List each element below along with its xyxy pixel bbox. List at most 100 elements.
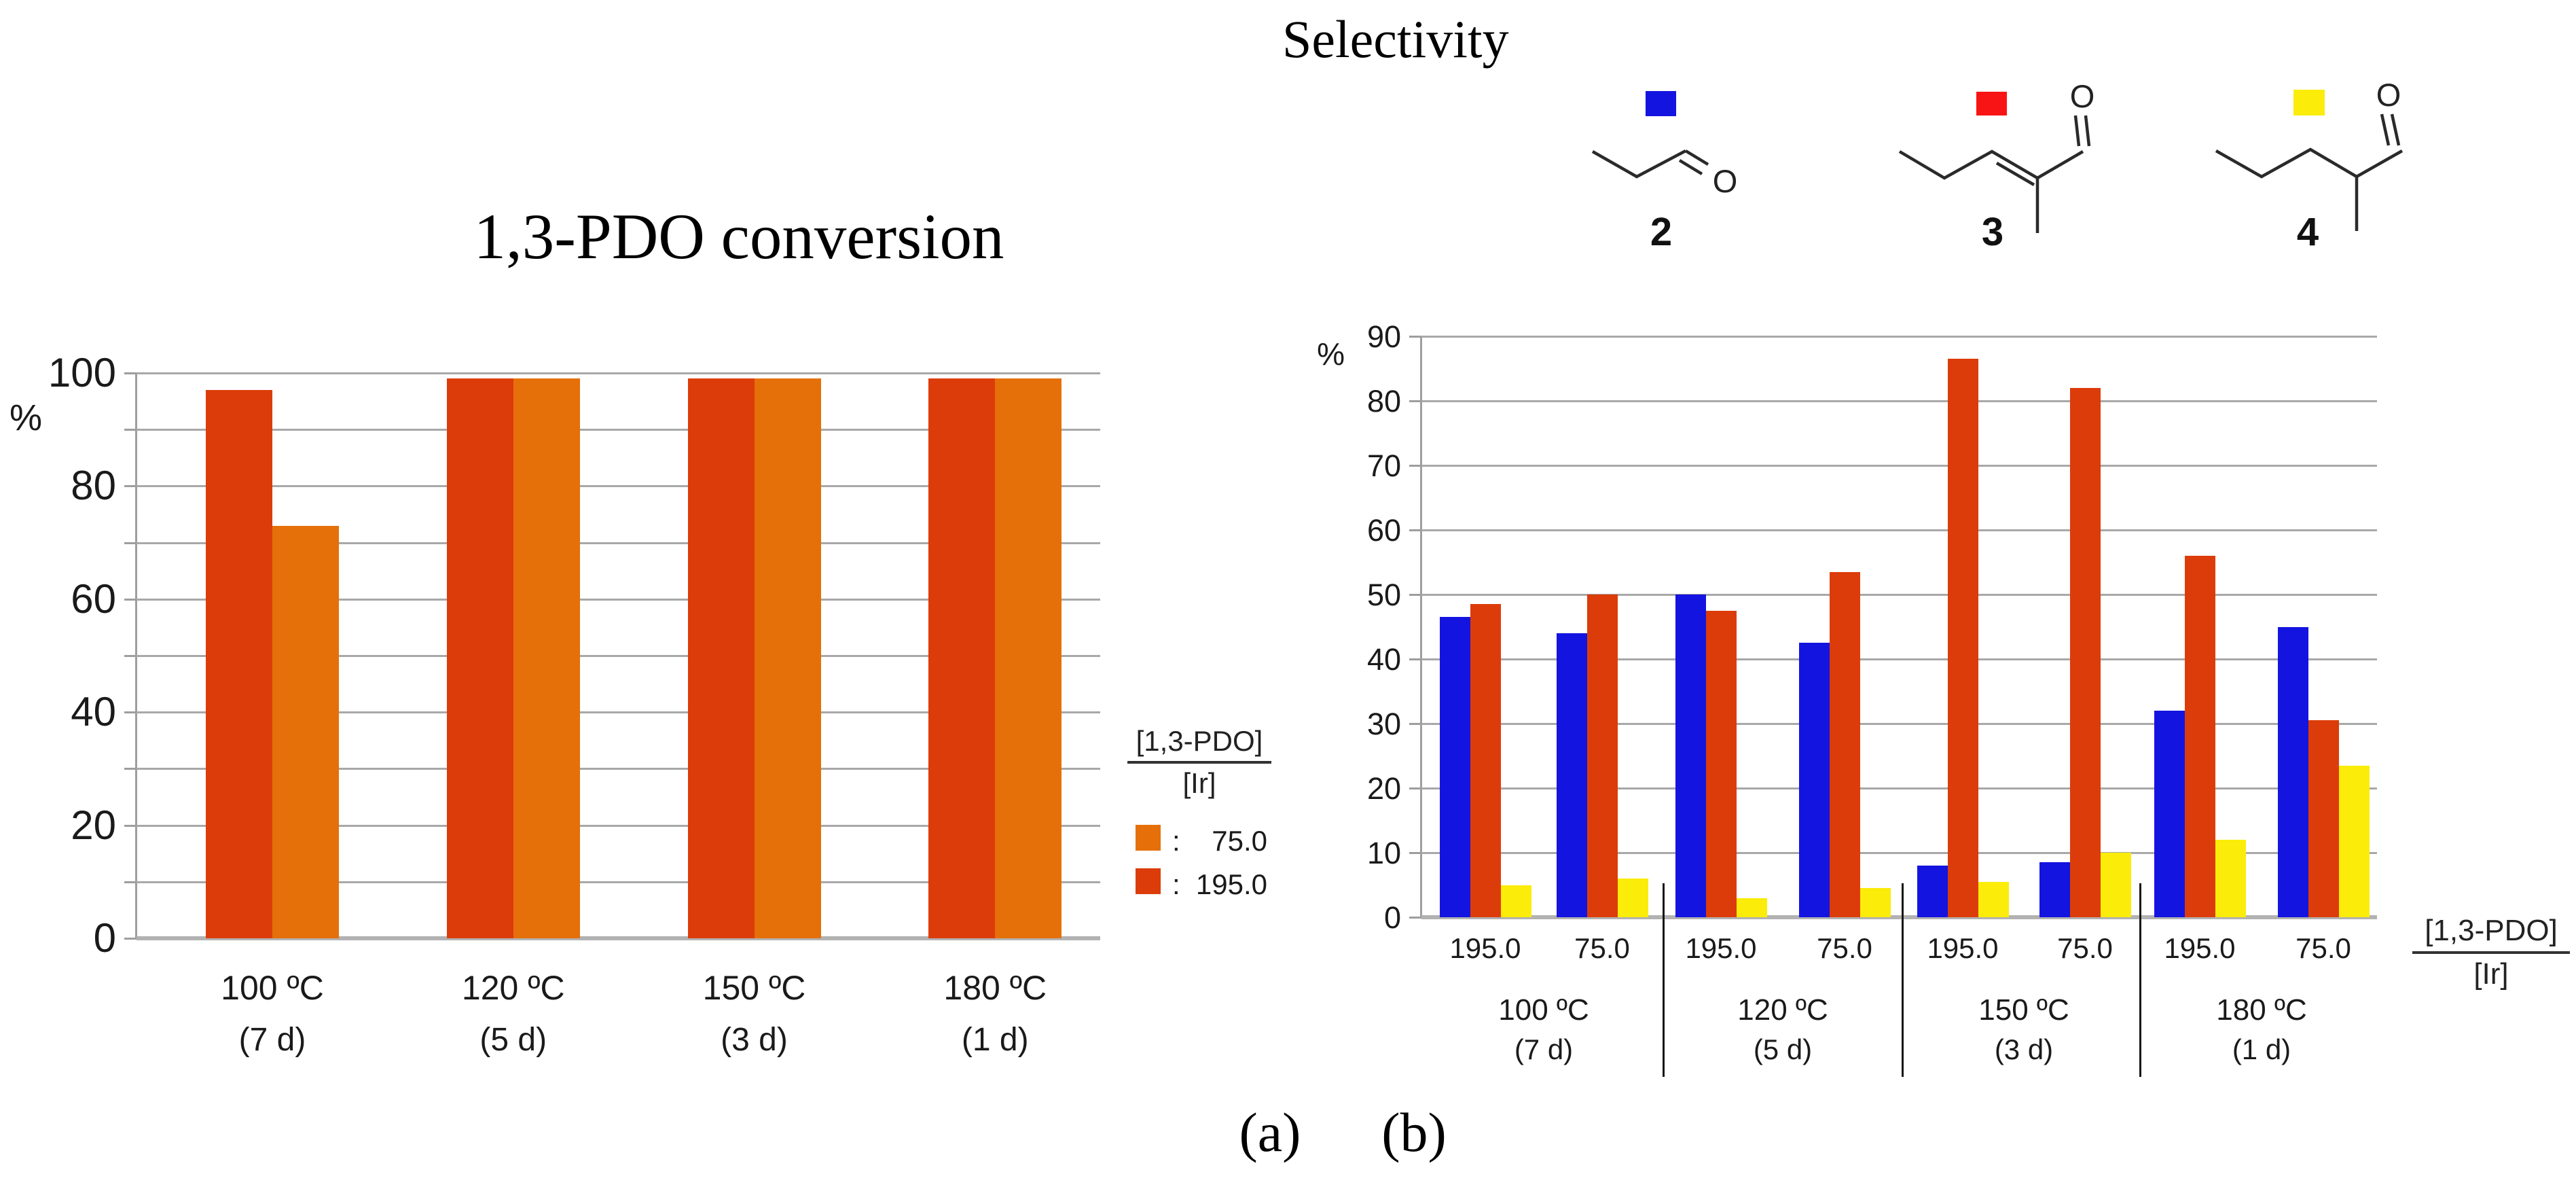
compound-2-color-swatch-icon [1646,91,1676,116]
gridline [1421,787,2377,789]
gridline [137,711,1100,714]
bar-75.0-150 ºC [754,378,821,938]
chart-a-x-labels: 100 ºC (7 d) 120 ºC (5 d) 150 ºC (3 d) 180 ºC (… [137,938,1100,1095]
y-tick-label: 80 [1366,384,1401,419]
gridline [1421,529,2377,531]
svg-text:O: O [2376,77,2401,113]
category-days-label: (7 d) [238,1022,306,1058]
chart-a-x-axis-line [137,936,1100,940]
gridline [137,598,1100,601]
bar-compound4-75.0 [1617,879,1648,917]
ratio-label: 75.0 [2296,932,2351,964]
bar-compound2-75.0 [2039,862,2070,917]
chart-a-y-axis-unit: % [9,397,42,438]
chart-b-axis-ratio-label: [1,3-PDO] [Ir] [2412,915,2570,991]
bar-compound3-75.0 [1586,594,1618,917]
panel-label-a: (a) [1239,1101,1301,1163]
group-days-label: (3 d) [1994,1033,2054,1065]
category-temp-label: 150 ºC [702,969,806,1007]
bar-compound4-195.0 [1736,898,1767,917]
y-axis-tick [124,655,137,657]
bar-195.0-180 ºC [928,378,996,938]
ratio-label: 195.0 [1685,932,1757,964]
bar-195.0-100 ºC [206,389,272,938]
compound-3-color-swatch-icon [1976,92,2007,116]
gridline [137,881,1100,883]
chart-b-y-axis-unit: % [1317,336,1345,372]
y-axis-tick [1409,465,1421,467]
group-days-label: (1 d) [2232,1033,2291,1065]
bar-75.0-100 ºC [272,525,339,938]
gridline [137,768,1100,770]
bar-compound3-195.0 [1470,604,1501,917]
bar-compound4-75.0 [1860,888,1891,917]
gridline [137,542,1100,544]
group-temp-label: 100 ºC [1498,993,1589,1027]
panel-label-b: (b) [1381,1101,1447,1163]
category-temp-label: 100 ºC [221,969,324,1007]
chart-b-x-axis-line [1421,915,2377,919]
bar-compound4-195.0 [2215,840,2246,917]
compound-2-label: 2 [1650,210,1673,254]
legend-entry: :195.0 [1127,863,1271,906]
y-axis-tick [1409,852,1421,854]
bar-75.0-120 ºC [513,378,580,938]
y-axis-tick [124,711,137,714]
y-axis-tick [124,485,137,488]
bar-195.0-150 ºC [687,378,755,938]
bar-compound2-75.0 [1556,633,1587,917]
methylpentanal-structure-icon: O [2215,77,2403,231]
y-tick-label: 50 [1366,578,1401,612]
svg-text:O: O [1713,163,1738,199]
bar-195.0-120 ºC [446,378,513,938]
bar-compound4-195.0 [1978,881,2009,917]
group-temp-label: 180 ºC [2216,993,2307,1027]
gridline [137,429,1100,431]
compound-3-label: 3 [1981,210,2004,254]
y-axis-tick [124,881,137,883]
gridline [1421,723,2377,725]
bar-compound2-195.0 [2154,711,2185,917]
chart-a-legend-entries: :75.0 :195.0 [1127,819,1271,906]
group-days-label: (5 d) [1753,1033,1813,1065]
category-days-label: (5 d) [479,1022,547,1058]
y-tick-label: 60 [71,575,116,622]
bar-compound2-195.0 [1675,594,1706,917]
gridline [137,372,1100,374]
bar-compound4-75.0 [2338,765,2370,917]
ratio-label: 195.0 [1927,932,1999,964]
category-temp-label: 180 ºC [943,969,1047,1007]
bar-compound3-75.0 [1829,571,1860,917]
bar-compound3-195.0 [2184,556,2215,917]
legend-value: 75.0 [1212,825,1267,857]
y-axis-tick [124,429,137,431]
y-tick-label: 20 [71,802,116,848]
y-axis-tick [1409,723,1421,725]
chart-a-plot-area: 100 80 60 40 20 0 [48,353,1100,959]
gridline [1421,336,2377,338]
y-axis-tick [1409,529,1421,531]
bar-compound3-75.0 [2308,720,2339,917]
y-axis-tick [1409,400,1421,402]
legend-swatch-icon [1136,868,1161,894]
ratio-label: 75.0 [1574,932,1630,964]
chart-b-ratio-numerator: [1,3-PDO] [2425,914,2558,947]
chart-a-legend-ratio-denominator: [Ir] [1182,767,1216,799]
bar-compound3-195.0 [1705,610,1737,917]
legend-colon: : [1172,825,1180,857]
propanal-structure-icon: O [1591,149,1738,199]
gridline [1421,658,2377,660]
category-days-label: (3 d) [721,1022,788,1058]
chart-b-y-axis-line [1420,336,1422,917]
ratio-label: 75.0 [2057,932,2113,964]
bar-compound4-75.0 [2100,853,2131,917]
methylpentenal-structure-icon: O [1898,78,2094,233]
y-tick-label: 30 [1366,707,1401,741]
legend-value: 195.0 [1195,868,1267,900]
y-axis-tick [1409,787,1421,789]
ratio-label: 195.0 [2164,932,2236,964]
y-tick-label: 40 [1366,642,1401,677]
y-axis-tick [124,768,137,770]
y-tick-label: 0 [93,915,116,961]
y-tick-label: 40 [71,689,116,735]
